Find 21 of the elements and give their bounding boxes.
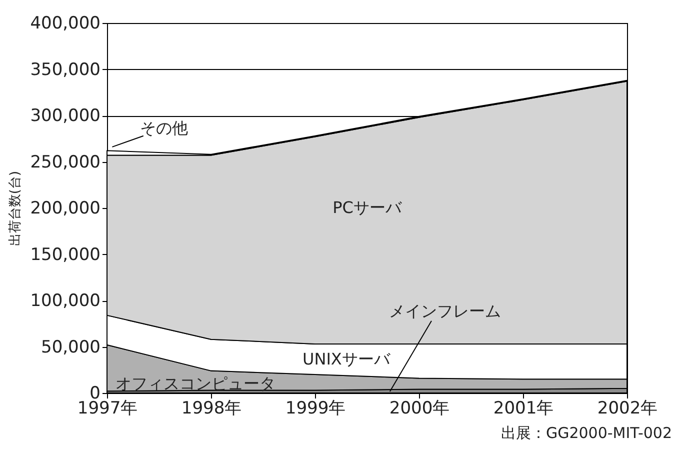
y-tick-label: 400,000 xyxy=(30,14,100,34)
series-label: オフィスコンピュータ xyxy=(115,374,276,393)
y-tick-label: 250,000 xyxy=(30,152,100,172)
y-tick-label: 100,000 xyxy=(30,291,100,311)
x-tick-label: 1999年 xyxy=(285,398,346,418)
y-axis-title: 出荷台数(台) xyxy=(8,170,24,246)
y-tick-label: 350,000 xyxy=(30,60,100,80)
text: メインフレーム xyxy=(389,302,501,321)
x-tick-label: 2002年 xyxy=(597,398,658,418)
y-tick-label: 200,000 xyxy=(30,198,100,218)
series-label: UNIXサーバ xyxy=(302,350,391,369)
x-tick-label: 2000年 xyxy=(389,398,450,418)
y-tick-label: 300,000 xyxy=(30,106,100,126)
text: 出展：GG2000-MIT-002 xyxy=(500,424,672,443)
series-label: その他 xyxy=(140,118,188,138)
x-tick-label: 1997年 xyxy=(77,398,138,418)
x-tick-label: 1998年 xyxy=(181,398,242,418)
y-tick-label: 150,000 xyxy=(30,244,100,265)
series-label: PCサーバ xyxy=(332,198,402,217)
y-tick-label: 50,000 xyxy=(41,337,100,358)
x-tick-label: 2001年 xyxy=(493,398,554,418)
